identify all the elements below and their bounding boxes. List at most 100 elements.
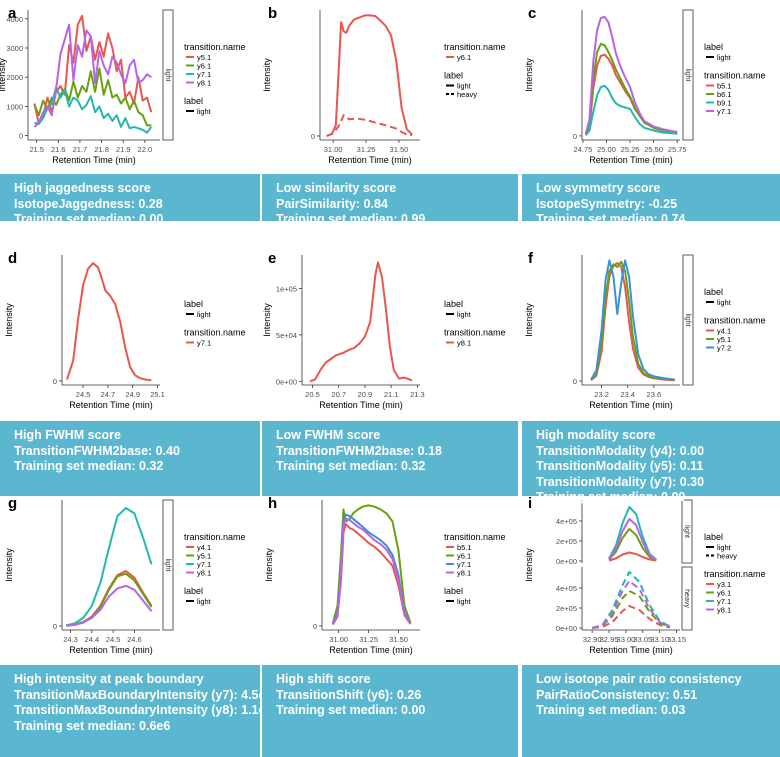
series-line-y6-1-heavy — [326, 114, 413, 137]
series-line-y7-1 — [34, 86, 153, 134]
x-tick-label: 32.95 — [600, 635, 619, 644]
info-line: High FWHM score — [14, 428, 121, 442]
info-line: Training set median: 0.03 — [536, 703, 686, 717]
x-tick-label: 33.05 — [633, 635, 652, 644]
x-tick-label: 23.4 — [620, 390, 635, 399]
legend-item-label: y4.1 — [717, 327, 731, 336]
x-axis-label: Retention Time (min) — [589, 155, 673, 165]
legend-item-label: light — [197, 597, 212, 606]
info-line: Training set median: 0.32 — [276, 459, 426, 473]
legend-item-label: y7.1 — [717, 107, 731, 116]
info-line: Training set median: 0.00 — [276, 703, 426, 717]
info-line: High modality score — [536, 428, 656, 442]
legend-title: label — [704, 42, 723, 52]
info-bar-b: Low similarity score PairSimilarity: 0.84… — [262, 174, 518, 226]
facet-strip-label: heavy — [683, 589, 690, 608]
info-bar-i: Low isotope pair ratio consistency PairRa… — [522, 665, 780, 757]
series-line-b6-1 — [584, 42, 678, 135]
info-line: Training set median: 0.00 — [536, 490, 686, 504]
legend-title: transition.name — [444, 532, 506, 542]
legend-item-label: b6.1 — [717, 90, 732, 99]
legend-title: transition.name — [704, 316, 766, 326]
legend-item-label: b5.1 — [717, 82, 732, 91]
y-axis-label: Intensity — [264, 548, 274, 582]
y-axis-label: Intensity — [0, 58, 7, 92]
facet-strip-label: light — [164, 69, 171, 82]
y-tick-label: 2000 — [6, 73, 23, 82]
info-line: TransitionModality (y5): 0.11 — [536, 459, 704, 473]
legend-item-label: y5.1 — [197, 552, 211, 561]
legend-title: label — [184, 586, 203, 596]
legend-item-label: y6.1 — [717, 589, 731, 598]
info-line: Training set median: 0.74 — [536, 212, 686, 226]
panel-f: fIntensity0250000050000007500000light23.… — [524, 250, 766, 410]
x-tick-label: 32.90 — [583, 635, 602, 644]
y-tick-label: 0 — [53, 622, 57, 631]
x-tick-label: 20.5 — [305, 390, 320, 399]
legend-title: transition.name — [444, 328, 506, 338]
legend-item-label: heavy — [457, 90, 477, 99]
y-tick-label: 4e+05 — [556, 584, 577, 593]
facet-strip — [681, 566, 693, 631]
info-bar-c: Low symmetry score IsotopeSymmetry: -0.25… — [522, 174, 780, 226]
x-tick-label: 24.7 — [101, 390, 116, 399]
legend-title: label — [704, 532, 723, 542]
legend-item-label: light — [717, 298, 732, 307]
legend-title: label — [444, 71, 463, 81]
plot-panel — [582, 567, 680, 630]
legend-item-label: y8.1 — [717, 606, 731, 615]
info-line: High shift score — [276, 672, 371, 686]
panel-b: bIntensity025000005000000750000031.0031.… — [262, 5, 506, 165]
legend-title: transition.name — [184, 328, 246, 338]
info-line: PairRatioConsistency: 0.51 — [536, 687, 698, 702]
x-tick-label: 21.1 — [384, 390, 399, 399]
x-tick-label: 31.25 — [359, 635, 378, 644]
legend-item-label: light — [717, 543, 732, 552]
x-tick-label: 24.9 — [125, 390, 140, 399]
y-axis-label: Intensity — [262, 58, 272, 92]
info-line: Training set median: 0.32 — [14, 459, 164, 473]
y-tick-label: 0e+00 — [556, 557, 577, 566]
info-bar-e: Low FWHM score TransitionFWHM2base: 0.18 T… — [262, 421, 518, 496]
info-line: PairSimilarity: 0.84 — [276, 196, 388, 211]
y-tick-label: 4e+05 — [556, 517, 577, 526]
panel-e: e Intensity 0e+00 5e+04 1e+05 20.5 20.7 20.9 21.… — [262, 250, 506, 410]
x-tick-label: 31.00 — [329, 635, 348, 644]
facet-strip — [681, 499, 693, 564]
legend-item-label: y7.2 — [717, 344, 731, 353]
x-tick-label: 33.10 — [650, 635, 669, 644]
y-axis-label: Intensity — [524, 58, 534, 92]
info-line: Low isotope pair ratio consistency — [536, 672, 742, 686]
series-line-y7-1 — [66, 262, 152, 382]
x-axis-label: Retention Time (min) — [69, 645, 153, 655]
series-line-y8-1 — [33, 23, 152, 128]
x-axis-label: Retention Time (min) — [52, 155, 136, 165]
facet-strip-label: light — [684, 69, 691, 82]
legend-item-label: y6.1 — [197, 62, 211, 71]
legend-title: transition.name — [184, 532, 246, 542]
y-tick-label: 0 — [573, 132, 577, 141]
legend-title: transition.name — [444, 42, 506, 52]
info-line: TransitionFWHM2base: 0.40 — [14, 443, 181, 458]
x-tick-label: 25.00 — [597, 145, 616, 154]
x-tick-label: 23.6 — [647, 390, 662, 399]
series-line-y7-2 — [590, 259, 675, 381]
info-line: Low symmetry score — [536, 181, 661, 195]
y-tick-label: 5e+04 — [276, 331, 297, 340]
legend-title: label — [444, 299, 463, 309]
x-tick-label: 24.75 — [574, 145, 593, 154]
facet-strip-label: light — [684, 314, 691, 327]
x-tick-label: 21.7 — [73, 145, 88, 154]
info-line: Training set median: 0.00 — [14, 212, 164, 226]
plot-panel — [582, 10, 680, 140]
y-tick-label: 0 — [311, 132, 315, 141]
facet-strip — [162, 9, 174, 141]
info-bar-a: High jaggedness score IsotopeJaggedness: … — [0, 174, 260, 226]
panel-a: a Intensity 0 1000 2000 3000 4000 light 21.5 21.6… — [0, 5, 246, 165]
facet-strip — [682, 254, 694, 386]
series-line-y7-1 — [66, 507, 153, 627]
info-line: TransitionMaxBoundaryIntensity (y8): 1.1… — [14, 703, 273, 717]
series-line-b9-1 — [585, 84, 678, 136]
plot-panel — [302, 255, 420, 385]
legend-item-label: y7.1 — [197, 560, 211, 569]
